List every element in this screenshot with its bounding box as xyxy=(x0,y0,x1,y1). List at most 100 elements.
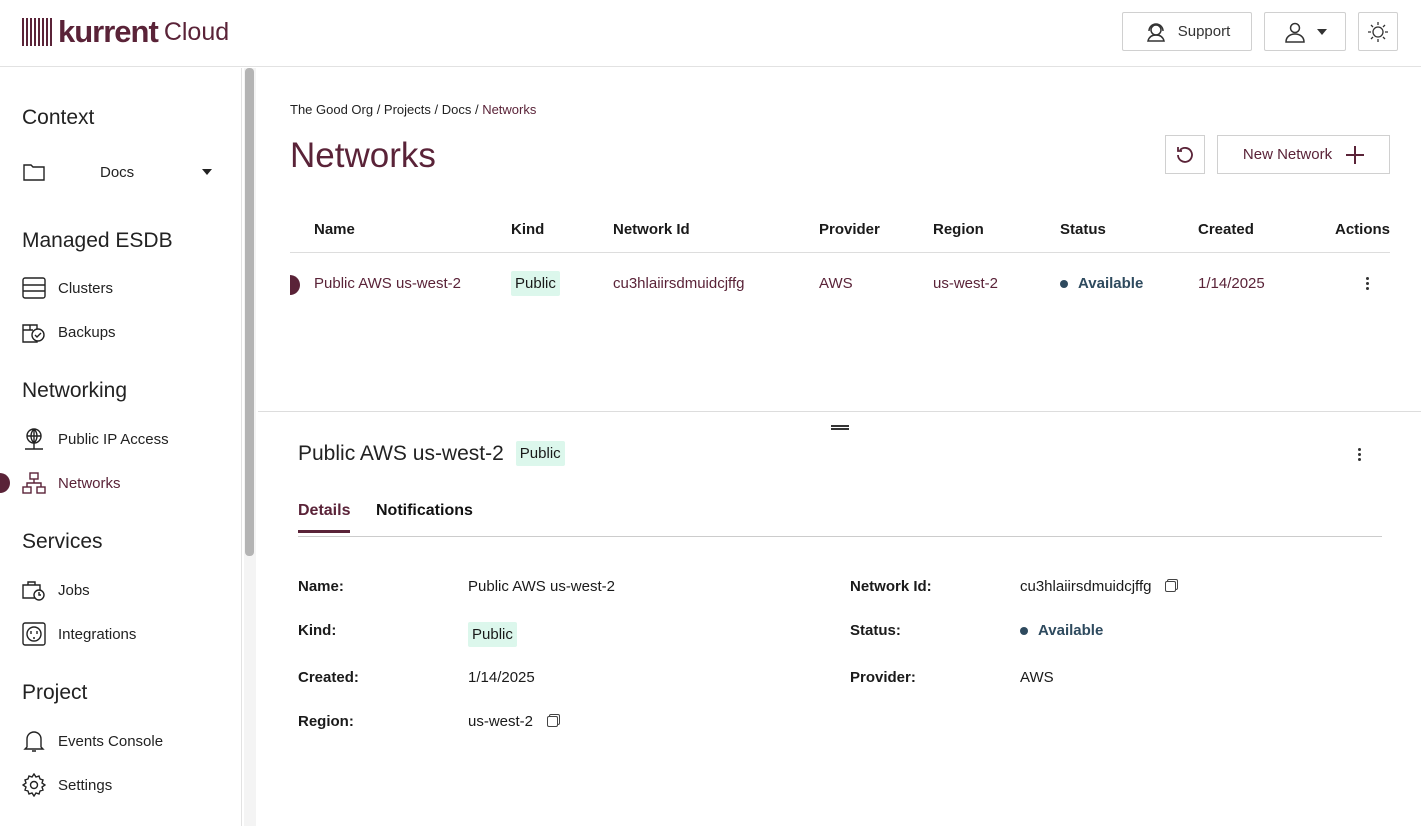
sidebar-item-label: Settings xyxy=(58,776,113,794)
caret-down-icon xyxy=(202,169,212,175)
sidebar-item-settings[interactable]: Settings xyxy=(22,773,112,797)
tab-details[interactable]: Details xyxy=(298,502,351,533)
context-heading: Context xyxy=(22,106,95,129)
provider-label: Provider: xyxy=(850,669,916,686)
active-indicator xyxy=(0,473,10,493)
detail-header: Public AWS us-west-2 Public xyxy=(298,441,565,466)
cell-region: us-west-2 xyxy=(933,274,999,292)
sidebar-item-label: Jobs xyxy=(58,581,90,599)
user-menu-button[interactable] xyxy=(1264,12,1346,51)
column-header-region[interactable]: Region xyxy=(933,208,1060,253)
caret-down-icon xyxy=(1317,28,1327,35)
sidebar-item-networks[interactable]: Networks xyxy=(22,471,121,495)
gear-icon xyxy=(22,773,46,797)
column-header-network-id[interactable]: Network Id xyxy=(613,208,819,253)
detail-actions-menu-icon[interactable] xyxy=(1358,448,1362,461)
table-header-row: Name Kind Network Id Provider Region Sta… xyxy=(290,208,1390,253)
top-header: kurrent Cloud Support xyxy=(0,0,1421,67)
context-value: Docs xyxy=(100,163,135,181)
folder-icon xyxy=(23,164,45,181)
refresh-icon xyxy=(1177,146,1193,163)
status-badge: Available xyxy=(1060,275,1143,292)
column-header-status[interactable]: Status xyxy=(1060,208,1198,253)
new-network-button[interactable]: New Network xyxy=(1217,135,1390,174)
copy-icon[interactable] xyxy=(1165,581,1177,592)
main-content: The Good Org / Projects / Docs / Network… xyxy=(258,68,1421,826)
plug-icon xyxy=(22,622,46,646)
column-header-kind[interactable]: Kind xyxy=(511,208,613,253)
cell-name[interactable]: Public AWS us-west-2 xyxy=(314,274,461,292)
kind-badge: Public xyxy=(515,441,565,466)
backup-icon xyxy=(22,324,45,343)
sidebar-item-label: Public IP Access xyxy=(58,430,169,448)
column-header-created[interactable]: Created xyxy=(1198,208,1307,253)
breadcrumb: The Good Org / Projects / Docs / Network… xyxy=(290,102,536,117)
sidebar-item-backups[interactable]: Backups xyxy=(22,320,116,344)
column-header-actions: Actions xyxy=(1307,208,1390,253)
created-label: Created: xyxy=(298,669,359,686)
kind-label: Kind: xyxy=(298,622,337,639)
scrollbar-thumb[interactable] xyxy=(245,68,254,556)
support-button[interactable]: Support xyxy=(1122,12,1252,51)
kind-badge: Public xyxy=(511,270,560,296)
section-heading-managed-esdb: Managed ESDB xyxy=(22,229,173,252)
tab-notifications[interactable]: Notifications xyxy=(376,502,473,519)
selected-row-indicator xyxy=(290,274,300,295)
brand-name: kurrent xyxy=(58,14,159,49)
cell-created: 1/14/2025 xyxy=(1198,274,1265,292)
network-icon xyxy=(22,472,46,494)
cell-network-id: cu3hlaiirsdmuidcjffg xyxy=(613,274,745,292)
copy-icon[interactable] xyxy=(547,716,559,727)
region-value: us-west-2 xyxy=(468,713,534,730)
sidebar-scrollbar[interactable] xyxy=(244,68,256,826)
brand-suffix: Cloud xyxy=(163,17,230,46)
sidebar-item-jobs[interactable]: Jobs xyxy=(22,578,90,602)
region-label: Region: xyxy=(298,713,354,730)
sidebar-item-label: Networks xyxy=(58,474,121,492)
provider-value: AWS xyxy=(1020,669,1054,686)
bell-icon xyxy=(23,731,45,752)
jobs-icon xyxy=(22,581,45,601)
kurrent-logo[interactable]: kurrent Cloud xyxy=(22,14,229,50)
networks-table: Name Kind Network Id Provider Region Sta… xyxy=(290,208,1390,314)
network-id-value: cu3hlaiirsdmuidcjffg xyxy=(1020,578,1152,595)
section-heading-project: Project xyxy=(22,681,88,704)
breadcrumb-current: Networks xyxy=(482,102,537,117)
sun-icon xyxy=(1368,21,1388,42)
user-icon xyxy=(1285,22,1305,43)
section-heading-networking: Networking xyxy=(22,379,128,402)
refresh-button[interactable] xyxy=(1165,135,1205,174)
sidebar-item-clusters[interactable]: Clusters xyxy=(22,276,113,300)
theme-toggle-button[interactable] xyxy=(1358,12,1398,51)
network-id-label: Network Id: xyxy=(850,578,932,595)
breadcrumb-path[interactable]: The Good Org / Projects / Docs / xyxy=(290,102,483,117)
table-row[interactable]: Public AWS us-west-2 Public cu3hlaiirsdm… xyxy=(290,252,1390,314)
status-badge: Available xyxy=(1020,622,1103,639)
support-icon xyxy=(1146,22,1165,42)
logo-mark-icon xyxy=(22,18,52,46)
resize-handle-icon[interactable] xyxy=(831,425,849,430)
sidebar-item-label: Backups xyxy=(58,323,116,341)
column-header-name[interactable]: Name xyxy=(290,208,511,253)
sidebar-item-label: Events Console xyxy=(58,732,164,750)
row-actions-menu-icon[interactable] xyxy=(1366,276,1370,290)
sidebar-item-integrations[interactable]: Integrations xyxy=(22,622,136,646)
globe-icon xyxy=(25,428,43,450)
detail-title: Public AWS us-west-2 xyxy=(298,441,504,465)
sidebar-item-label: Integrations xyxy=(58,625,137,643)
sidebar-item-events-console[interactable]: Events Console xyxy=(22,729,163,753)
sidebar-item-public-ip-access[interactable]: Public IP Access xyxy=(22,427,169,451)
status-label: Status: xyxy=(850,622,901,639)
column-header-provider[interactable]: Provider xyxy=(819,208,933,253)
server-icon xyxy=(22,277,46,299)
new-network-label: New Network xyxy=(1242,146,1333,163)
sidebar: Context Docs Managed ESDB Clusters Backu… xyxy=(0,68,242,826)
kind-badge: Public xyxy=(468,622,517,647)
section-heading-services: Services xyxy=(22,530,103,553)
page-title: Networks xyxy=(290,136,436,175)
cell-provider: AWS xyxy=(819,274,853,292)
panel-divider xyxy=(258,411,1421,412)
detail-tabs: Details Notifications xyxy=(298,490,1382,537)
name-value: Public AWS us-west-2 xyxy=(468,578,615,595)
context-selector[interactable]: Docs xyxy=(22,160,212,184)
